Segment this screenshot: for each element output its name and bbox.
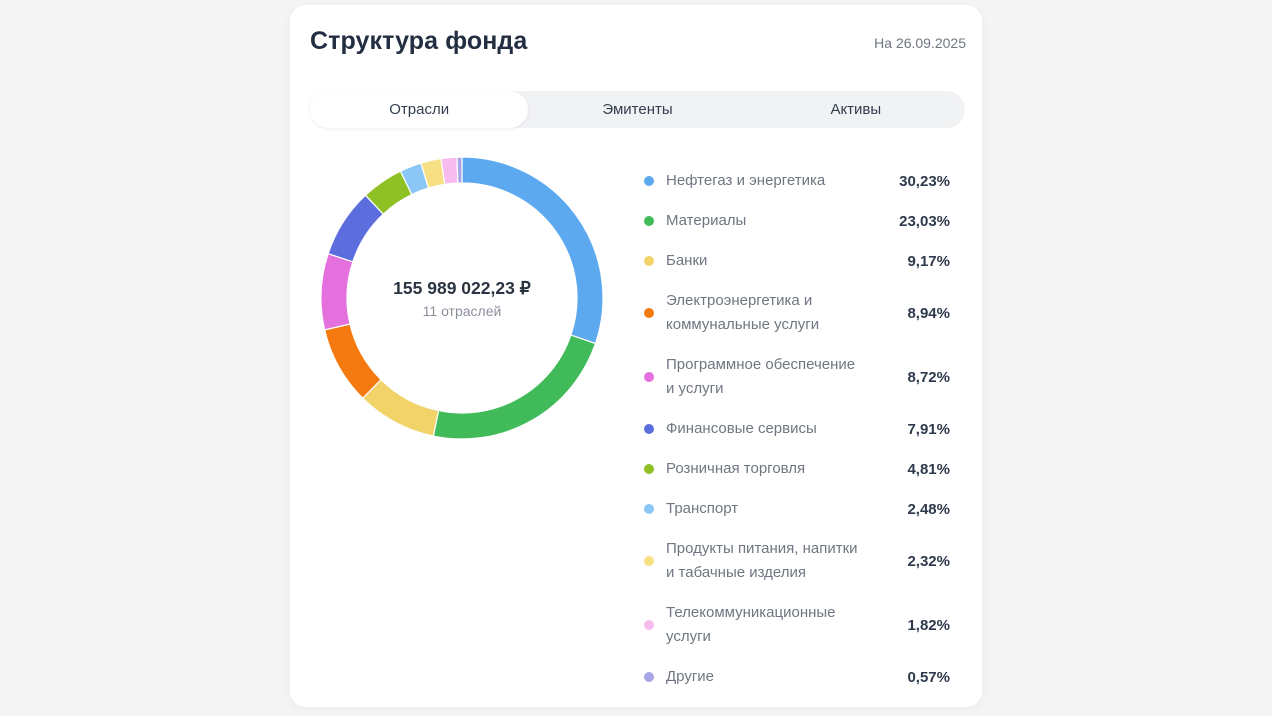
legend-item: Программное обеспечение и услуги 8,72% [644, 353, 950, 401]
legend-percent: 1,82% [907, 616, 950, 634]
donut-segment[interactable] [320, 252, 354, 331]
legend-label: Розничная торговля [666, 460, 806, 477]
legend-color-dot [644, 216, 654, 226]
tab-sectors[interactable]: Отрасли [310, 91, 529, 128]
legend-color-dot [644, 176, 654, 186]
legend-label: Другие [666, 668, 715, 685]
legend-percent: 0,57% [907, 668, 950, 686]
legend-color-dot [644, 504, 654, 514]
legend-percent: 30,23% [899, 172, 950, 190]
legend-color-dot [644, 672, 654, 682]
legend-label: Программное обеспечение и услуги [666, 356, 856, 397]
legend-percent: 9,17% [907, 252, 950, 270]
tab-bar: Отрасли Эмитенты Активы [310, 91, 965, 128]
donut-segment[interactable] [361, 378, 440, 437]
chart-legend: Нефтегаз и энергетика 30,23% Материалы 23,0… [644, 169, 950, 705]
donut-segment[interactable] [461, 156, 604, 345]
legend-item: Другие 0,57% [644, 665, 950, 689]
legend-percent: 8,72% [907, 368, 950, 386]
legend-label: Электроэнергетика и коммунальные услуги [666, 292, 820, 333]
legend-item: Телекоммуникационные услуги 1,82% [644, 601, 950, 649]
legend-label: Материалы [666, 212, 747, 229]
legend-color-dot [644, 256, 654, 266]
tab-issuers[interactable]: Эмитенты [528, 91, 746, 128]
legend-item: Продукты питания, напитки и табачные изд… [644, 537, 950, 585]
legend-color-dot [644, 556, 654, 566]
legend-item: Банки 9,17% [644, 249, 950, 273]
legend-color-dot [644, 308, 654, 318]
legend-label: Банки [666, 252, 708, 269]
legend-item: Материалы 23,03% [644, 209, 950, 233]
donut-svg [320, 156, 604, 440]
page-title: Структура фонда [310, 27, 528, 55]
legend-item: Розничная торговля 4,81% [644, 457, 950, 481]
donut-chart: 155 989 022,23 ₽ 11 отраслей [320, 156, 604, 440]
legend-label: Нефтегаз и энергетика [666, 172, 826, 189]
tab-assets[interactable]: Активы [747, 91, 965, 128]
legend-percent: 2,48% [907, 500, 950, 518]
legend-item: Электроэнергетика и коммунальные услуги 8… [644, 289, 950, 337]
legend-color-dot [644, 620, 654, 630]
legend-item: Транспорт 2,48% [644, 497, 950, 521]
fund-structure-card: Структура фонда На 26.09.2025 Отрасли Эми… [290, 5, 982, 707]
legend-percent: 4,81% [907, 460, 950, 478]
legend-color-dot [644, 424, 654, 434]
legend-label: Телекоммуникационные услуги [666, 604, 836, 645]
legend-percent: 7,91% [907, 420, 950, 438]
legend-label: Транспорт [666, 500, 739, 517]
as-of-date: На 26.09.2025 [874, 35, 966, 51]
donut-segment[interactable] [456, 156, 463, 184]
legend-label: Финансовые сервисы [666, 420, 817, 437]
donut-segment[interactable] [432, 334, 597, 440]
legend-percent: 23,03% [899, 212, 950, 230]
legend-label: Продукты питания, напитки и табачные изд… [666, 540, 858, 581]
donut-segment[interactable] [323, 323, 382, 399]
legend-percent: 8,94% [907, 304, 950, 322]
legend-color-dot [644, 372, 654, 382]
legend-item: Нефтегаз и энергетика 30,23% [644, 169, 950, 193]
legend-percent: 2,32% [907, 552, 950, 570]
legend-color-dot [644, 464, 654, 474]
legend-item: Финансовые сервисы 7,91% [644, 417, 950, 441]
